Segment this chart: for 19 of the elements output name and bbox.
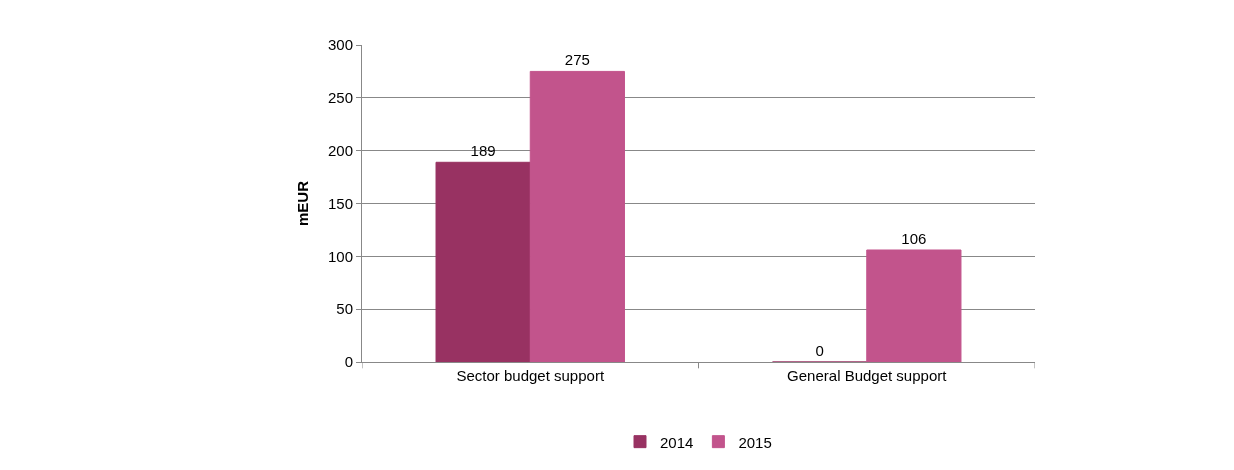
x-tick-label: Sector budget support [456,367,605,384]
x-tick-label: General Budget support [787,367,948,384]
data-label: 0 [815,342,824,359]
y-axis-title: mEUR [294,180,312,227]
bar [866,249,962,362]
y-tick-label: 50 [336,300,353,318]
y-tick-label: 200 [327,141,353,159]
data-label: 106 [901,229,927,247]
y-tick-label: 300 [327,36,353,54]
y-tick-label: 0 [344,353,353,371]
legend-label: 2015 [738,433,772,451]
legend-label: 2014 [660,433,694,451]
bar [435,161,531,362]
data-label: 275 [564,51,590,69]
data-label: 189 [470,142,496,160]
bar [529,70,625,362]
y-tick-label: 150 [327,194,353,212]
y-tick-label: 100 [327,247,353,265]
y-tick-label: 250 [327,89,353,107]
